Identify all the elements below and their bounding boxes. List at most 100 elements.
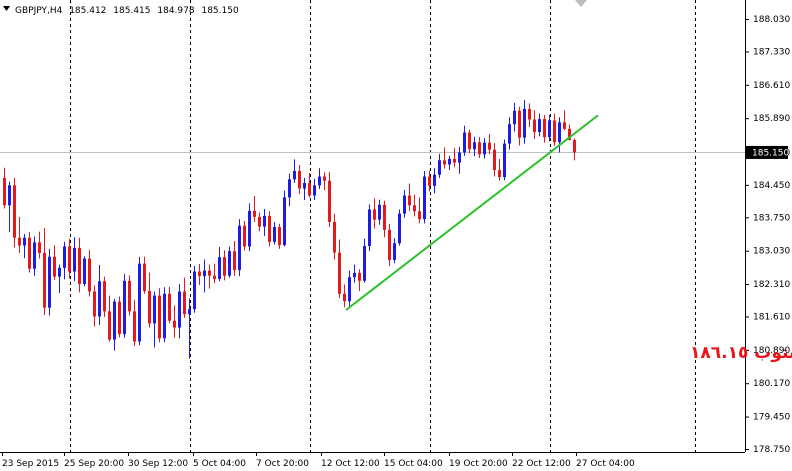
time-tick-label: 30 Sep 12:00 — [128, 459, 188, 469]
candle — [363, 238, 366, 283]
candle — [258, 212, 261, 232]
candle-body — [533, 119, 536, 133]
candle-body — [358, 272, 361, 281]
candle-body — [543, 119, 546, 138]
price-tick-label: 179.450 — [753, 413, 790, 423]
candle — [448, 155, 451, 171]
candle-body — [73, 247, 76, 272]
candle-body — [13, 185, 16, 238]
price-tick-label: 178.750 — [753, 445, 790, 455]
candle-body — [398, 213, 401, 244]
candle — [463, 125, 466, 156]
svg-text:GBPJPY,H4 185.412: GBPJPY,H4 185.412 185.415 184.978 185.15… — [15, 6, 239, 16]
candle — [273, 221, 276, 245]
triangle-down-icon[interactable] — [3, 6, 10, 11]
candle-body — [153, 295, 156, 324]
candle-body — [423, 176, 426, 220]
candle — [223, 250, 226, 281]
candle — [413, 194, 416, 217]
time-axis: 23 Sep 2015 25 Sep 20:00 30 Sep 12:00 5 Oct… — [2, 452, 635, 469]
candle-body — [198, 271, 201, 277]
candle-body — [108, 311, 111, 340]
candle-body — [323, 176, 326, 181]
candle — [388, 223, 391, 266]
candle — [558, 117, 561, 153]
candle-body — [18, 237, 21, 246]
candle — [118, 296, 121, 338]
candle — [238, 219, 241, 277]
candle — [493, 143, 496, 177]
candle-body — [493, 149, 496, 171]
price-tick-label: 188.030 — [753, 15, 790, 25]
candle — [443, 147, 446, 169]
candle — [88, 249, 91, 297]
candle — [183, 277, 186, 318]
candle-body — [118, 301, 121, 335]
candle — [353, 264, 356, 283]
candle-body — [273, 227, 276, 242]
current-price-label: 185.150 — [752, 148, 789, 158]
candle — [543, 114, 546, 143]
candle-body — [528, 108, 531, 120]
candle-body — [378, 204, 381, 220]
candle — [123, 273, 126, 338]
candle-body — [53, 256, 56, 277]
candle-body — [218, 257, 221, 279]
candle — [13, 177, 16, 248]
candle — [533, 110, 536, 140]
candle-body — [283, 197, 286, 246]
candle-body — [88, 258, 91, 292]
candle — [398, 209, 401, 246]
candle-body — [228, 251, 231, 276]
candle-body — [133, 311, 136, 342]
shift-end-triangle-icon[interactable] — [575, 0, 587, 7]
candle — [188, 298, 191, 359]
candle — [313, 178, 316, 201]
candle — [338, 239, 341, 298]
candle — [38, 231, 41, 259]
candle-body — [363, 246, 366, 281]
candle-body — [408, 195, 411, 206]
candle-body — [243, 225, 246, 247]
price-tick-label: 181.610 — [753, 312, 790, 322]
trendline — [345, 114, 599, 311]
low-value: 184.978 — [157, 6, 194, 16]
candle-body — [483, 142, 486, 155]
candle-body — [8, 185, 11, 206]
candle-body — [538, 119, 541, 133]
price-tick-label: 180.890 — [753, 346, 790, 356]
candle-body — [183, 291, 186, 315]
candle-body — [308, 183, 311, 196]
candle — [288, 173, 291, 207]
candle — [68, 238, 71, 279]
candle — [508, 117, 511, 150]
candle — [18, 216, 21, 253]
candle-body — [158, 295, 161, 339]
price-tick-label: 186.610 — [753, 81, 790, 91]
candle-body — [123, 280, 126, 335]
candle — [283, 190, 286, 247]
candle — [138, 257, 141, 346]
candle — [573, 138, 576, 161]
candle-body — [298, 170, 301, 189]
candle-body — [263, 215, 266, 227]
candle-body — [508, 124, 511, 144]
candle-body — [563, 122, 566, 129]
symbol-label: GBPJPY,H4 — [15, 6, 63, 16]
candle-body — [3, 177, 6, 206]
candle-body — [78, 247, 81, 285]
price-tick-label: 185.890 — [753, 114, 790, 124]
candle-body — [368, 209, 371, 247]
time-tick-label: 12 Oct 12:00 — [321, 459, 380, 469]
candle — [553, 113, 556, 146]
candle — [263, 208, 266, 236]
candle-body — [48, 256, 51, 308]
candle-body — [188, 309, 191, 315]
candle-body — [223, 257, 226, 276]
candle — [243, 221, 246, 251]
candle — [423, 170, 426, 224]
candle — [128, 275, 131, 316]
candle-body — [28, 237, 31, 269]
candle-body — [173, 320, 176, 328]
